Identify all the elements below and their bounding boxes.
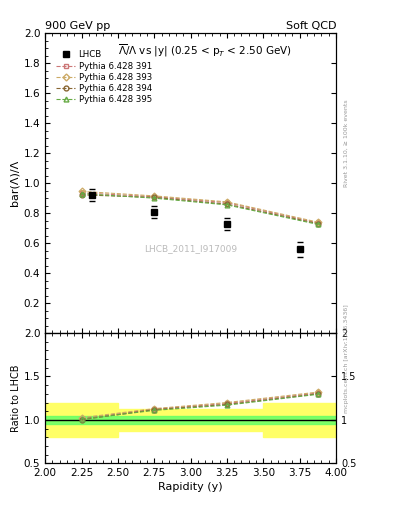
- Y-axis label: bar(Λ)/Λ: bar(Λ)/Λ: [9, 160, 20, 206]
- Y-axis label: Ratio to LHCB: Ratio to LHCB: [11, 365, 21, 432]
- Text: 900 GeV pp: 900 GeV pp: [45, 20, 110, 31]
- Text: Soft QCD: Soft QCD: [286, 20, 336, 31]
- Bar: [118, 409, 263, 431]
- Text: $\overline{\Lambda}/\Lambda$ vs |y| (0.25 < p$_T$ < 2.50 GeV): $\overline{\Lambda}/\Lambda$ vs |y| (0.2…: [118, 42, 292, 59]
- Text: LHCB_2011_I917009: LHCB_2011_I917009: [144, 245, 237, 253]
- Text: mcplots.cern.ch [arXiv:1306.3436]: mcplots.cern.ch [arXiv:1306.3436]: [344, 304, 349, 413]
- Legend: LHCB, Pythia 6.428 391, Pythia 6.428 393, Pythia 6.428 394, Pythia 6.428 395: LHCB, Pythia 6.428 391, Pythia 6.428 393…: [55, 50, 152, 105]
- Bar: [45, 402, 118, 437]
- Bar: [263, 402, 336, 437]
- Text: Rivet 3.1.10, ≥ 100k events: Rivet 3.1.10, ≥ 100k events: [344, 99, 349, 187]
- X-axis label: Rapidity (y): Rapidity (y): [158, 482, 223, 493]
- Bar: [45, 416, 336, 424]
